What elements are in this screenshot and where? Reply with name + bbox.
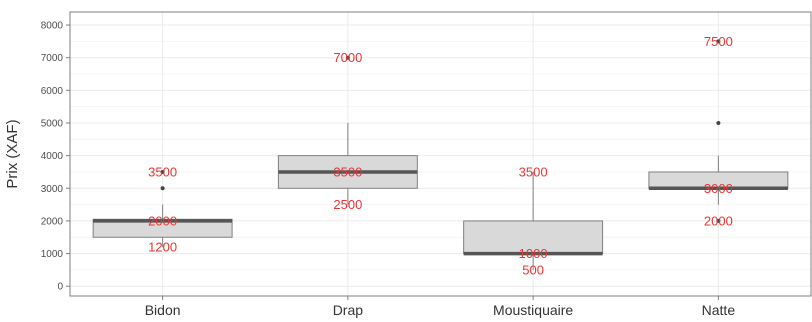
outlier-point xyxy=(716,39,721,44)
box-natte xyxy=(648,39,789,223)
y-tick-label: 5000 xyxy=(41,118,64,129)
value-annotation: 1000 xyxy=(519,246,548,261)
value-annotation: 500 xyxy=(522,262,544,277)
plot-panel-border xyxy=(69,11,812,297)
value-annotation: 3500 xyxy=(519,164,548,179)
outlier-point xyxy=(160,169,165,174)
y-axis-title: Prix (XAF) xyxy=(4,119,21,188)
y-tick-label: 8000 xyxy=(41,21,64,32)
y-tick-label: 4000 xyxy=(41,151,64,162)
x-tick-label: Drap xyxy=(333,302,364,318)
y-tick-label: 3000 xyxy=(41,184,64,195)
value-annotation: 3500 xyxy=(148,164,177,179)
value-annotation: 3000 xyxy=(704,181,733,196)
box-drap xyxy=(277,55,418,205)
boxes-layer xyxy=(92,39,789,270)
outlier-point xyxy=(345,55,350,60)
value-annotation: 2000 xyxy=(148,213,177,228)
x-tick-label: Natte xyxy=(702,302,736,318)
y-tick-label: 1000 xyxy=(41,249,64,260)
value-annotation: 2000 xyxy=(704,213,733,228)
outlier-point xyxy=(160,186,165,191)
box-bidon xyxy=(92,169,233,248)
value-annotation: 3500 xyxy=(333,164,362,179)
y-tick-label: 6000 xyxy=(41,86,64,97)
value-annotation: 7000 xyxy=(333,50,362,65)
y-tick-label: 2000 xyxy=(41,216,64,227)
y-tick-label: 0 xyxy=(57,282,63,293)
x-axis: Bidon Drap Moustiquaire Natte xyxy=(145,296,736,318)
box-moustiquaire xyxy=(463,171,604,270)
outlier-point xyxy=(716,218,721,223)
x-tick-label: Moustiquaire xyxy=(493,302,573,318)
y-axis: 0 1000 2000 3000 4000 5000 6000 7000 8000 xyxy=(41,21,70,293)
box-iqr xyxy=(463,220,604,255)
value-annotation: 7500 xyxy=(704,34,733,49)
outlier-point xyxy=(716,120,721,125)
value-annotation: 1200 xyxy=(148,240,177,255)
value-annotation: 2500 xyxy=(333,197,362,212)
x-tick-label: Bidon xyxy=(145,302,181,318)
y-tick-label: 7000 xyxy=(41,53,64,64)
plot-panel xyxy=(70,12,811,296)
